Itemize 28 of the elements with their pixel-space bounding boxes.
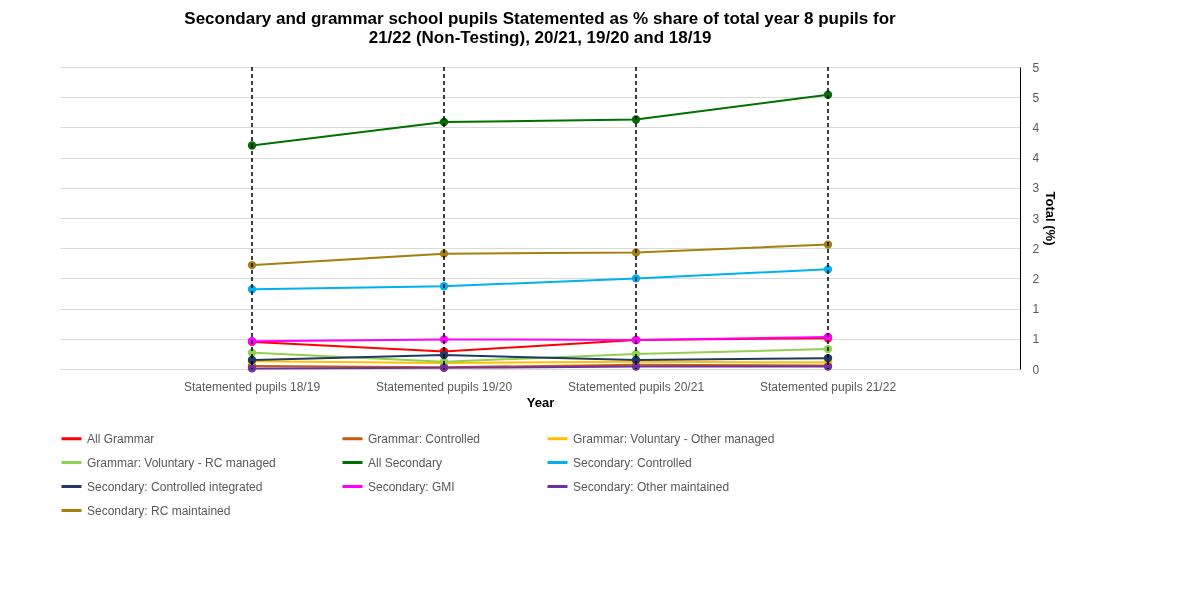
y-tick-label: 2 [1032, 271, 1040, 286]
y-tick-label: 1 [1032, 332, 1040, 347]
legend-label: Grammar: Controlled [368, 431, 481, 446]
chart-title: Secondary and grammar school pupils Statemented as % share of total year 8 pupils for 21/22 (Non-Testing), 20/21, 19/20 and 18/19 [184, 9, 897, 47]
x-tick-label: Statemented pupils 21/22 [759, 379, 897, 394]
x-tick-label: Statemented pupils 19/20 [375, 379, 513, 394]
legend-label: Secondary: Controlled integrated [87, 479, 263, 494]
y-tick-label: 3 [1032, 211, 1040, 226]
y-tick-label: 2 [1032, 241, 1040, 256]
legend-label: All Grammar [87, 431, 155, 446]
legend-label: Secondary: GMI [368, 479, 455, 494]
legend-label: All Secondary [368, 455, 443, 470]
y-tick-label: 1 [1032, 302, 1040, 317]
x-tick-label: Statemented pupils 20/21 [567, 379, 705, 394]
x-tick-label: Statemented pupils 18/19 [183, 379, 321, 394]
x-axis-title: Year [526, 394, 555, 410]
y-tick-label: 5 [1032, 60, 1040, 75]
y-tick-label: 5 [1032, 90, 1040, 105]
legend-label: Secondary: Controlled [573, 455, 692, 470]
y-axis-title: Total (%) [1043, 191, 1059, 246]
y-tick-label: 3 [1032, 181, 1040, 196]
legend-label: Secondary: Other maintained [573, 479, 730, 494]
y-tick-label: 0 [1032, 362, 1040, 377]
legend-label: Grammar: Voluntary - RC managed [87, 455, 276, 470]
legend-label: Grammar: Voluntary - Other managed [573, 431, 775, 446]
y-tick-label: 4 [1032, 151, 1040, 166]
legend-label: Secondary: RC maintained [87, 503, 231, 518]
y-tick-label: 4 [1032, 120, 1040, 135]
